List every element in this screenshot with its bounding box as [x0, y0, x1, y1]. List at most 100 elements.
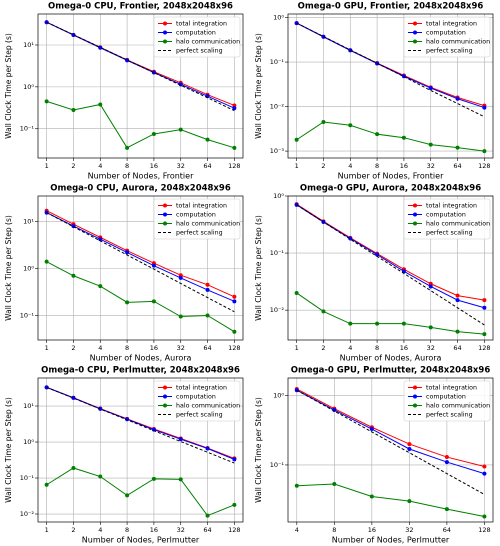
data-point: [151, 476, 156, 481]
data-point: [98, 102, 103, 107]
data-point: [294, 137, 299, 142]
x-tick-label: 1: [295, 162, 299, 170]
panel: Omega-0 CPU, Aurora, 2048x2048x96 Number …: [4, 184, 244, 363]
legend-label: halo communication: [426, 403, 490, 410]
x-tick-label: 32: [177, 344, 185, 352]
x-tick-label: 2: [71, 344, 75, 352]
panel: Omega-0 GPU, Perlmutter, 2048x2048x96 Num…: [254, 366, 494, 545]
data-point: [369, 494, 374, 499]
data-point: [455, 298, 460, 303]
y-tick-label: 10⁻¹: [20, 311, 35, 319]
x-tick-label: 128: [478, 344, 490, 352]
data-point: [407, 446, 412, 451]
legend-label: total integration: [426, 203, 477, 210]
data-point: [482, 471, 487, 476]
series-line: [46, 386, 235, 464]
panel-title: Omega-0 GPU, Frontier, 2048x2048x96: [298, 2, 484, 12]
data-point: [401, 321, 406, 326]
y-axis-label: Wall Clock Time per Step (s): [254, 215, 263, 321]
legend-label: computation: [426, 212, 466, 219]
series-line: [296, 483, 485, 518]
legend-label: total integration: [426, 385, 477, 392]
y-tick-label: 10⁻¹: [270, 249, 285, 257]
data-point: [321, 309, 326, 314]
x-tick-label: 4: [348, 344, 352, 352]
legend-box: [403, 198, 491, 240]
series-line: [46, 386, 235, 460]
data-point: [205, 137, 210, 142]
data-point: [44, 99, 49, 104]
data-point: [455, 145, 460, 150]
x-tick-label: 16: [400, 162, 408, 170]
data-point: [332, 408, 337, 413]
legend-marker: [163, 39, 167, 44]
legend-marker: [163, 403, 167, 408]
data-point: [232, 294, 237, 299]
x-axis-label: Number of Nodes, Aurora: [90, 354, 192, 363]
y-tick-label: 10⁻¹: [20, 125, 35, 133]
data-point: [482, 305, 487, 310]
legend-label: halo communication: [176, 39, 240, 46]
legend: total integration computation halo communi…: [403, 198, 491, 240]
legend-marker: [413, 21, 417, 26]
y-tick-label: 10⁻¹: [20, 474, 35, 482]
data-point: [482, 149, 487, 154]
series-line: [46, 467, 235, 517]
data-point: [205, 313, 210, 318]
x-tick-label: 32: [177, 162, 185, 170]
legend-label: total integration: [176, 203, 227, 210]
data-point: [369, 427, 374, 432]
panel: Omega-0 GPU, Aurora, 2048x2048x96 Number …: [254, 184, 494, 363]
series-line: [46, 21, 235, 109]
x-axis-label: Number of Nodes, Perlmutter: [332, 536, 450, 545]
series-line: [46, 100, 235, 149]
legend-marker: [163, 30, 167, 35]
x-tick-label: 64: [453, 162, 461, 170]
x-tick-label: 1: [45, 162, 49, 170]
panel-title: Omega-0 GPU, Aurora, 2048x2048x96: [300, 184, 481, 194]
y-tick-label: 10¹: [23, 41, 34, 49]
series-line: [296, 389, 485, 475]
y-axis-label: Wall Clock Time per Step (s): [254, 397, 263, 503]
legend-label: total integration: [176, 385, 227, 392]
y-tick-label: 10⁻²: [270, 306, 285, 314]
x-tick-label: 1: [45, 526, 49, 534]
legend-marker: [163, 385, 167, 390]
legend-label: total integration: [176, 21, 227, 28]
series-line: [296, 388, 485, 467]
legend-marker: [413, 212, 417, 217]
legend-label: computation: [426, 394, 466, 401]
data-point: [348, 236, 353, 241]
x-tick-label: 16: [150, 526, 158, 534]
data-point: [205, 287, 210, 292]
y-tick-label: 10⁻¹: [270, 58, 285, 66]
data-point: [232, 106, 237, 111]
data-point: [428, 325, 433, 330]
legend: total integration computation halo communi…: [153, 198, 241, 240]
plot-frame: [287, 377, 494, 523]
x-tick-label: 8: [125, 162, 129, 170]
series-line: [296, 389, 485, 495]
data-point: [232, 457, 237, 462]
data-point: [178, 127, 183, 132]
legend-marker: [413, 394, 417, 399]
x-tick-label: 32: [177, 526, 185, 534]
data-point: [232, 299, 237, 304]
x-tick-label: 64: [453, 344, 461, 352]
legend-marker: [413, 203, 417, 208]
data-point: [455, 329, 460, 334]
x-tick-label: 16: [150, 344, 158, 352]
legend-label: perfect scaling: [176, 48, 223, 55]
legend: total integration computation halo communi…: [403, 16, 491, 58]
y-tick-label: 10⁰: [23, 83, 34, 91]
x-tick-label: 32: [427, 162, 435, 170]
legend-label: total integration: [426, 21, 477, 28]
legend-box: [403, 16, 491, 58]
data-point: [401, 135, 406, 140]
legend-label: computation: [426, 30, 466, 37]
legend-box: [403, 380, 491, 422]
data-point: [407, 442, 412, 447]
legend-label: halo communication: [426, 39, 490, 46]
legend-marker: [163, 394, 167, 399]
